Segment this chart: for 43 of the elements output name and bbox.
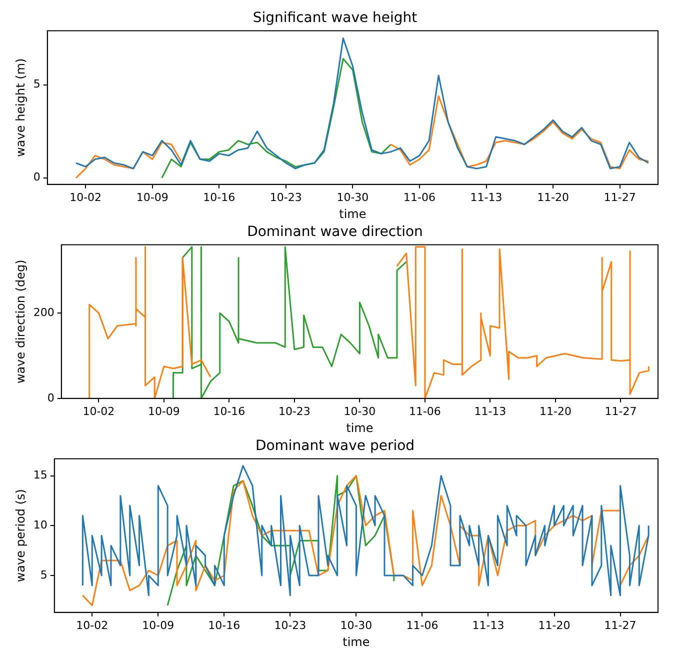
x-tick-label: 10-23	[278, 404, 310, 418]
x-axis-title: time	[342, 634, 370, 649]
x-tick-label: 11-06	[408, 404, 441, 418]
x-tick-label: 11-20	[538, 618, 570, 632]
x-axis-title: time	[346, 420, 374, 435]
x-tick-label: 11-20	[537, 190, 570, 204]
chart-title: Dominant wave period	[255, 438, 415, 454]
x-tick-label: 11-27	[604, 404, 637, 418]
y-tick-label: 200	[33, 306, 54, 319]
chart-title: Significant wave height	[252, 10, 418, 26]
x-tick-label: 11-13	[470, 190, 502, 204]
x-tick-label: 10-02	[70, 190, 102, 204]
y-tick-label: 10	[33, 518, 48, 532]
x-tick-label: 10-30	[340, 618, 372, 632]
chart-title: Dominant wave direction	[247, 224, 423, 240]
x-tick-label: 11-27	[604, 190, 636, 204]
x-tick-label: 10-23	[274, 618, 306, 632]
x-tick-label: 11-13	[472, 618, 504, 632]
y-tick-label: 5	[33, 78, 40, 91]
x-tick-label: 11-27	[604, 618, 636, 632]
x-tick-label: 11-06	[404, 190, 436, 204]
x-tick-label: 10-30	[344, 404, 376, 418]
x-tick-label: 10-02	[82, 404, 115, 418]
y-tick-label: 5	[40, 568, 48, 582]
y-tick-label: 0	[47, 391, 54, 404]
x-tick-label: 11-13	[474, 404, 506, 418]
x-tick-label: 10-02	[76, 618, 108, 632]
y-tick-label: 0	[33, 170, 40, 184]
x-tick-label: 10-16	[203, 190, 236, 204]
y-tick-label: 15	[33, 468, 48, 482]
x-tick-label: 11-20	[539, 404, 572, 418]
x-tick-label: 10-23	[270, 190, 302, 204]
x-tick-label: 11-06	[406, 618, 438, 632]
y-axis-title: wave height (m)	[13, 58, 28, 157]
x-tick-label: 10-09	[142, 618, 174, 632]
x-axis-title: time	[339, 206, 366, 221]
x-tick-label: 10-16	[213, 404, 246, 418]
x-tick-label: 10-09	[136, 190, 168, 204]
x-tick-label: 10-30	[336, 190, 369, 204]
x-tick-label: 10-16	[208, 618, 240, 632]
y-axis-title: wave period (s)	[13, 489, 28, 582]
x-tick-label: 10-09	[148, 404, 180, 418]
y-axis-title: wave direction (deg)	[13, 260, 28, 384]
